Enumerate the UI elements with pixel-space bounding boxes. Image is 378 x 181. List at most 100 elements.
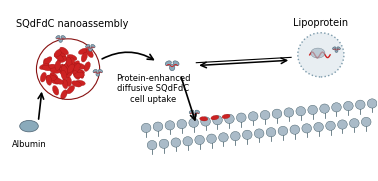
Ellipse shape	[189, 110, 194, 114]
Circle shape	[308, 105, 318, 115]
Ellipse shape	[195, 110, 200, 114]
Ellipse shape	[43, 58, 49, 68]
Ellipse shape	[169, 64, 175, 71]
Circle shape	[248, 112, 258, 121]
Ellipse shape	[173, 61, 179, 66]
Ellipse shape	[55, 60, 60, 70]
Ellipse shape	[50, 68, 60, 73]
Ellipse shape	[54, 53, 63, 61]
Ellipse shape	[78, 48, 88, 54]
Ellipse shape	[65, 64, 72, 73]
Circle shape	[177, 119, 187, 129]
Circle shape	[298, 33, 344, 77]
Ellipse shape	[42, 65, 52, 71]
Circle shape	[183, 137, 192, 146]
Ellipse shape	[333, 47, 336, 50]
Ellipse shape	[66, 77, 71, 87]
Circle shape	[290, 125, 300, 134]
Ellipse shape	[165, 61, 171, 66]
Ellipse shape	[88, 47, 92, 51]
Circle shape	[350, 119, 359, 128]
Ellipse shape	[93, 70, 97, 73]
Ellipse shape	[96, 72, 100, 76]
Ellipse shape	[48, 64, 59, 70]
Ellipse shape	[61, 66, 68, 76]
Ellipse shape	[67, 54, 77, 61]
Ellipse shape	[75, 63, 85, 69]
Circle shape	[207, 134, 216, 143]
Circle shape	[266, 128, 276, 137]
Ellipse shape	[44, 57, 52, 65]
Ellipse shape	[39, 64, 50, 70]
Ellipse shape	[66, 57, 72, 67]
Ellipse shape	[63, 64, 68, 74]
Ellipse shape	[222, 114, 230, 119]
Ellipse shape	[84, 62, 90, 71]
Circle shape	[237, 113, 246, 122]
Text: SQdFdC nanoassembly: SQdFdC nanoassembly	[15, 19, 128, 29]
Ellipse shape	[50, 72, 58, 81]
Ellipse shape	[40, 72, 46, 82]
Circle shape	[284, 108, 294, 117]
Circle shape	[225, 114, 234, 124]
Ellipse shape	[70, 61, 77, 70]
Circle shape	[159, 139, 169, 148]
Ellipse shape	[69, 58, 75, 68]
Circle shape	[338, 120, 347, 129]
Circle shape	[171, 138, 181, 147]
Circle shape	[314, 122, 324, 132]
Ellipse shape	[59, 64, 65, 74]
Ellipse shape	[67, 85, 74, 94]
Circle shape	[242, 130, 252, 139]
Ellipse shape	[337, 47, 340, 50]
Ellipse shape	[62, 66, 71, 74]
Ellipse shape	[59, 38, 62, 42]
Circle shape	[296, 107, 305, 116]
Ellipse shape	[74, 72, 85, 78]
Ellipse shape	[192, 113, 197, 117]
Circle shape	[165, 121, 175, 130]
Text: Protein-enhanced
diffusive SQdFdC
cell uptake: Protein-enhanced diffusive SQdFdC cell u…	[116, 74, 191, 104]
Ellipse shape	[311, 48, 325, 58]
Text: Lipoprotein: Lipoprotein	[293, 18, 349, 28]
Ellipse shape	[53, 86, 59, 95]
Ellipse shape	[64, 64, 71, 73]
Ellipse shape	[46, 75, 52, 85]
Ellipse shape	[73, 64, 80, 73]
Ellipse shape	[211, 115, 219, 120]
Circle shape	[147, 140, 157, 150]
Ellipse shape	[62, 65, 68, 75]
Circle shape	[355, 100, 365, 109]
Ellipse shape	[91, 45, 95, 48]
Ellipse shape	[85, 45, 90, 48]
Circle shape	[326, 121, 335, 131]
Ellipse shape	[77, 69, 84, 78]
Circle shape	[254, 129, 264, 138]
Ellipse shape	[54, 49, 62, 57]
Ellipse shape	[61, 70, 67, 80]
Circle shape	[201, 117, 211, 126]
Ellipse shape	[59, 51, 66, 59]
Circle shape	[260, 110, 270, 120]
Circle shape	[218, 133, 228, 142]
Text: Albumin: Albumin	[12, 140, 46, 149]
Circle shape	[141, 123, 151, 132]
Ellipse shape	[75, 80, 85, 86]
Circle shape	[278, 126, 288, 136]
Circle shape	[153, 122, 163, 131]
Ellipse shape	[335, 49, 338, 52]
Ellipse shape	[73, 70, 80, 79]
Ellipse shape	[60, 67, 68, 75]
Circle shape	[272, 109, 282, 118]
Ellipse shape	[46, 75, 56, 80]
Ellipse shape	[56, 36, 60, 39]
Circle shape	[344, 101, 353, 111]
Ellipse shape	[71, 81, 81, 87]
Ellipse shape	[61, 36, 65, 39]
Circle shape	[332, 103, 341, 112]
Circle shape	[361, 117, 371, 127]
Circle shape	[231, 131, 240, 141]
Ellipse shape	[20, 120, 38, 132]
Ellipse shape	[74, 69, 85, 75]
Ellipse shape	[50, 78, 60, 84]
